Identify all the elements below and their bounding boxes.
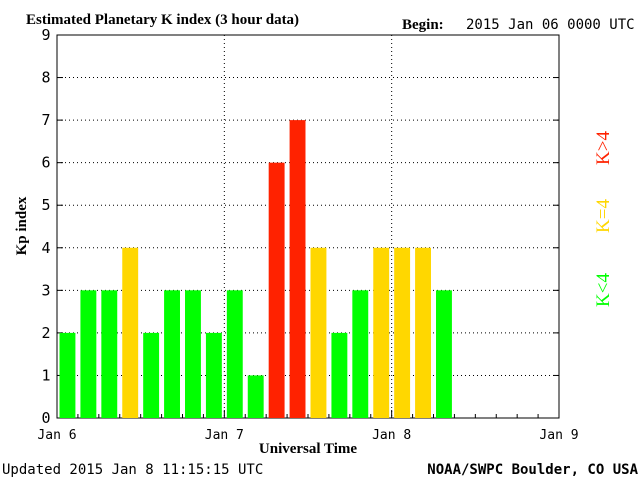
y-tick-label: 0 — [41, 409, 50, 427]
y-tick-label: 5 — [41, 196, 50, 214]
x-tick-labels: Jan 6 Jan 7 Jan 8 Jan 9 — [37, 428, 578, 443]
x-tick-label: Jan 7 — [205, 428, 244, 443]
kp-bar — [59, 332, 76, 418]
y-tick-label: 8 — [41, 69, 50, 87]
kp-bar — [101, 290, 118, 418]
y-tick-label: 3 — [41, 281, 50, 299]
kp-bar — [164, 290, 180, 418]
kp-bar — [80, 290, 97, 418]
kp-bar — [247, 375, 264, 418]
kp-bar — [268, 162, 285, 418]
x-tick-label: Jan 8 — [372, 428, 411, 443]
legend-k-equal-4: K=4 — [593, 199, 614, 233]
kp-bar — [415, 247, 431, 418]
kp-bar — [436, 290, 452, 418]
y-tick-labels: 0 1 2 3 4 5 6 7 8 9 — [41, 26, 50, 427]
kp-bar — [310, 247, 327, 418]
bars — [59, 120, 452, 419]
kp-bar — [122, 247, 139, 418]
y-axis-label: Kp index — [14, 196, 30, 255]
begin-label: Begin: — [402, 17, 444, 33]
y-tick-label: 4 — [41, 239, 50, 257]
kp-bar — [185, 290, 201, 418]
chart-title: Estimated Planetary K index (3 hour data… — [26, 12, 299, 28]
kp-bar — [352, 290, 369, 418]
source-credit: NOAA/SWPC Boulder, CO USA — [427, 462, 638, 478]
y-tick-label: 1 — [41, 366, 50, 384]
kp-bar — [205, 332, 222, 418]
legend-k-less-4: K<4 — [593, 273, 614, 307]
y-tick-label: 7 — [41, 111, 50, 129]
begin-value: 2015 Jan 06 0000 UTC — [466, 17, 635, 33]
y-tick-label: 6 — [41, 154, 50, 172]
kp-bar — [373, 247, 390, 418]
kp-bar — [289, 120, 306, 419]
legend-k-greater-4: K>4 — [593, 131, 614, 165]
x-tick-label: Jan 6 — [37, 428, 76, 443]
kp-bar — [394, 247, 411, 418]
kp-bar — [226, 290, 243, 418]
y-tick-label: 2 — [41, 324, 50, 342]
x-axis-label: Universal Time — [259, 441, 358, 457]
kp-bar — [331, 332, 348, 418]
kp-bar — [143, 332, 160, 418]
grid-lines — [56, 34, 560, 419]
updated-timestamp: Updated 2015 Jan 8 11:15:15 UTC — [2, 462, 263, 478]
y-tick-label: 9 — [41, 26, 50, 44]
x-tick-label: Jan 9 — [539, 428, 578, 443]
